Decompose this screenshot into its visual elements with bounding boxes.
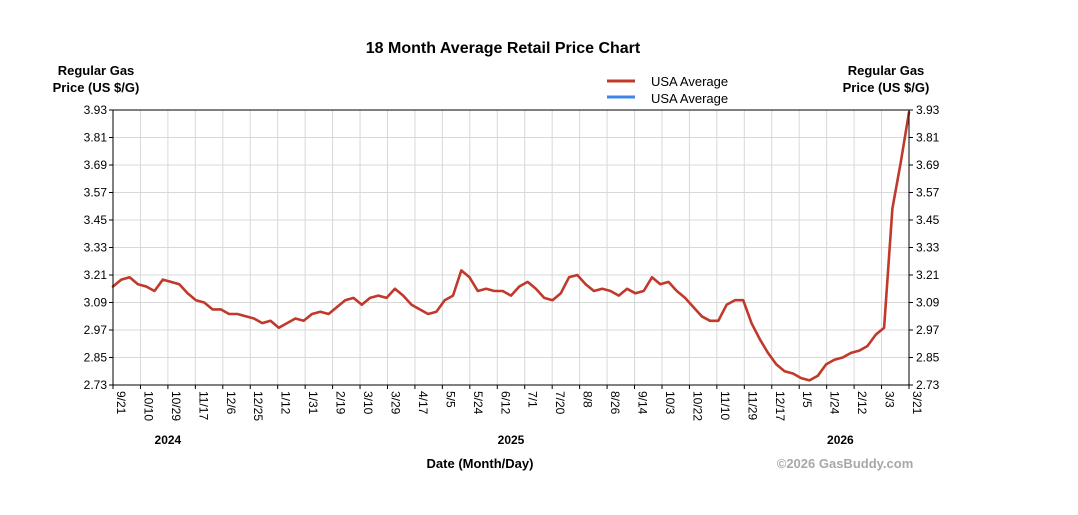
plot-frame <box>112 109 910 386</box>
x-tick-label: 2/19 <box>334 391 348 415</box>
y-tick-label-right: 3.57 <box>916 186 940 200</box>
right-axis-title-line1: Regular Gas <box>848 63 925 78</box>
x-tick-label: 7/20 <box>553 391 567 415</box>
y-tick-label-right: 2.97 <box>916 323 940 337</box>
y-tick-label-left: 3.09 <box>84 296 108 310</box>
x-tick-label: 10/22 <box>690 391 704 421</box>
x-tick-label: 7/1 <box>526 391 540 408</box>
y-tick-label-right: 3.69 <box>916 158 940 172</box>
y-tick-label-left: 2.73 <box>84 378 108 392</box>
x-tick-label: 3/29 <box>388 391 402 415</box>
x-tick-label: 4/17 <box>416 391 430 415</box>
y-tick-label-right: 3.81 <box>916 131 940 145</box>
y-tick-label-left: 3.93 <box>84 103 108 117</box>
year-label: 2025 <box>498 433 525 447</box>
x-tick-label: 9/14 <box>636 391 650 415</box>
y-tick-label-left: 3.45 <box>84 213 108 227</box>
y-tick-label-right: 3.09 <box>916 296 940 310</box>
x-tick-label: 9/21 <box>114 391 128 415</box>
x-tick-label: 12/25 <box>251 391 265 421</box>
x-axis: 9/21 10/10 10/29 11/17 12/6 12/25 1/12 1/31 2/19… <box>112 385 924 421</box>
year-label: 2024 <box>155 433 182 447</box>
x-tick-label: 1/5 <box>800 391 814 408</box>
legend-label-series-1: USA Average <box>651 74 728 89</box>
x-tick-label: 8/26 <box>608 391 622 415</box>
y-tick-label-right: 3.93 <box>916 103 940 117</box>
y-tick-label-left: 2.85 <box>84 351 108 365</box>
x-tick-label: 10/29 <box>169 391 183 421</box>
chart-title: 18 Month Average Retail Price Chart <box>366 40 641 57</box>
y-tick-label-right: 3.33 <box>916 241 940 255</box>
x-tick-label: 3/3 <box>883 391 897 408</box>
x-tick-label: 1/31 <box>306 391 320 415</box>
x-tick-label: 1/24 <box>828 391 842 415</box>
series-lines <box>111 111 911 382</box>
x-tick-label: 6/12 <box>498 391 512 415</box>
y-tick-label-right: 2.85 <box>916 351 940 365</box>
y-tick-label-right: 2.73 <box>916 378 940 392</box>
y-tick-label-left: 3.81 <box>84 131 108 145</box>
x-axis-title: Date (Month/Day) <box>427 456 534 471</box>
credit-text: ©2026 GasBuddy.com <box>777 456 914 471</box>
x-tick-label: 3/10 <box>361 391 375 415</box>
x-tick-label: 10/3 <box>663 391 677 415</box>
y-tick-label-left: 3.33 <box>84 241 108 255</box>
left-axis-title-line2: Price (US $/G) <box>53 80 140 95</box>
x-tick-label: 5/5 <box>443 391 457 408</box>
x-tick-label: 11/29 <box>745 391 759 420</box>
y-axis-left: 3.93 3.81 3.69 3.57 3.45 3.33 3.21 3.09 2.97 2.85… <box>84 103 113 392</box>
y-tick-label-left: 3.21 <box>84 268 108 282</box>
x-tick-label: 2/12 <box>855 391 869 415</box>
x-tick-label: 1/12 <box>279 391 293 415</box>
x-tick-label: 10/10 <box>141 391 155 421</box>
legend: USA Average USA Average <box>607 74 728 106</box>
y-tick-label-right: 3.21 <box>916 268 940 282</box>
y-tick-label-left: 3.57 <box>84 186 108 200</box>
y-tick-label-left: 3.69 <box>84 158 108 172</box>
left-axis-title-line1: Regular Gas <box>58 63 135 78</box>
x-tick-label: 3/21 <box>910 391 924 415</box>
x-tick-label: 12/17 <box>773 391 787 421</box>
x-tick-label: 11/10 <box>718 391 732 420</box>
y-tick-label-left: 2.97 <box>84 323 108 337</box>
grid <box>112 109 910 386</box>
x-tick-label: 11/17 <box>196 391 210 420</box>
x-tick-label: 12/6 <box>224 391 238 415</box>
x-tick-label: 5/24 <box>471 391 485 415</box>
series-line-1 <box>111 111 911 382</box>
year-label: 2026 <box>827 433 854 447</box>
year-labels: 2024 2025 2026 <box>155 433 855 447</box>
right-axis-title-line2: Price (US $/G) <box>843 80 930 95</box>
y-axis-right: 3.93 3.81 3.69 3.57 3.45 3.33 3.21 3.09 2.97 2.85… <box>909 103 940 392</box>
legend-label-series-2: USA Average <box>651 91 728 106</box>
y-tick-label-right: 3.45 <box>916 213 940 227</box>
x-tick-label: 8/8 <box>581 391 595 408</box>
